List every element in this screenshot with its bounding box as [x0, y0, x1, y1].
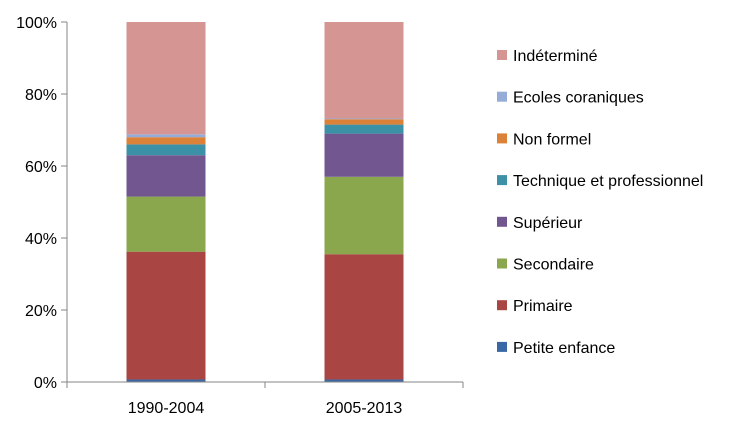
- legend-swatch: [497, 258, 507, 269]
- y-tick-label: 60%: [25, 159, 57, 176]
- legend-label: Primaire: [513, 298, 573, 315]
- legend-label: Non formel: [513, 131, 591, 148]
- bar-segment: [126, 379, 206, 382]
- legend-label: Petite enfance: [513, 340, 615, 357]
- y-tick-label: 80%: [25, 87, 57, 104]
- y-tick-label: 20%: [25, 303, 57, 320]
- y-tick-label: 40%: [25, 231, 57, 248]
- legend: Indéterminé Ecoles coraniques Non formel Te…: [497, 48, 703, 357]
- bar-segment: [324, 176, 404, 255]
- x-tick-label: 1990-2004: [128, 400, 205, 417]
- legend-label: Indéterminé: [513, 48, 598, 65]
- bar-segment: [126, 251, 206, 380]
- legend-swatch: [497, 133, 507, 144]
- bar-segment: [126, 144, 206, 156]
- bar-segment: [126, 134, 206, 138]
- y-tick-label: 100%: [16, 15, 57, 32]
- axes: [66, 22, 463, 383]
- legend-label: Supérieur: [513, 215, 583, 232]
- x-tick-label: 2005-2013: [326, 400, 403, 417]
- legend-label: Technique et professionnel: [513, 173, 703, 190]
- legend-swatch: [497, 300, 507, 311]
- legend-label: Ecoles coraniques: [513, 90, 644, 107]
- bars: [126, 22, 404, 382]
- bar-segment: [126, 155, 206, 197]
- legend-swatch: [497, 50, 507, 60]
- bar-segment: [324, 379, 404, 382]
- bar-segment: [324, 124, 404, 134]
- bar-segment: [126, 22, 206, 135]
- bar-segment: [126, 137, 206, 145]
- y-tick-label: 0%: [34, 375, 57, 392]
- y-axis-ticks: 0% 20% 40% 60% 80% 100%: [16, 15, 67, 392]
- legend-label: Secondaire: [513, 257, 594, 274]
- bar-segment: [324, 22, 404, 119]
- bar-segment: [324, 133, 404, 177]
- x-axis-ticks: 1990-2004 2005-2013: [66, 382, 464, 417]
- legend-swatch: [497, 91, 507, 102]
- bar-segment: [324, 118, 404, 120]
- bar-segment: [324, 119, 404, 125]
- bar-segment: [126, 196, 206, 252]
- legend-swatch: [497, 341, 507, 352]
- legend-swatch: [497, 175, 507, 186]
- bar-segment: [324, 254, 404, 380]
- legend-swatch: [497, 216, 507, 227]
